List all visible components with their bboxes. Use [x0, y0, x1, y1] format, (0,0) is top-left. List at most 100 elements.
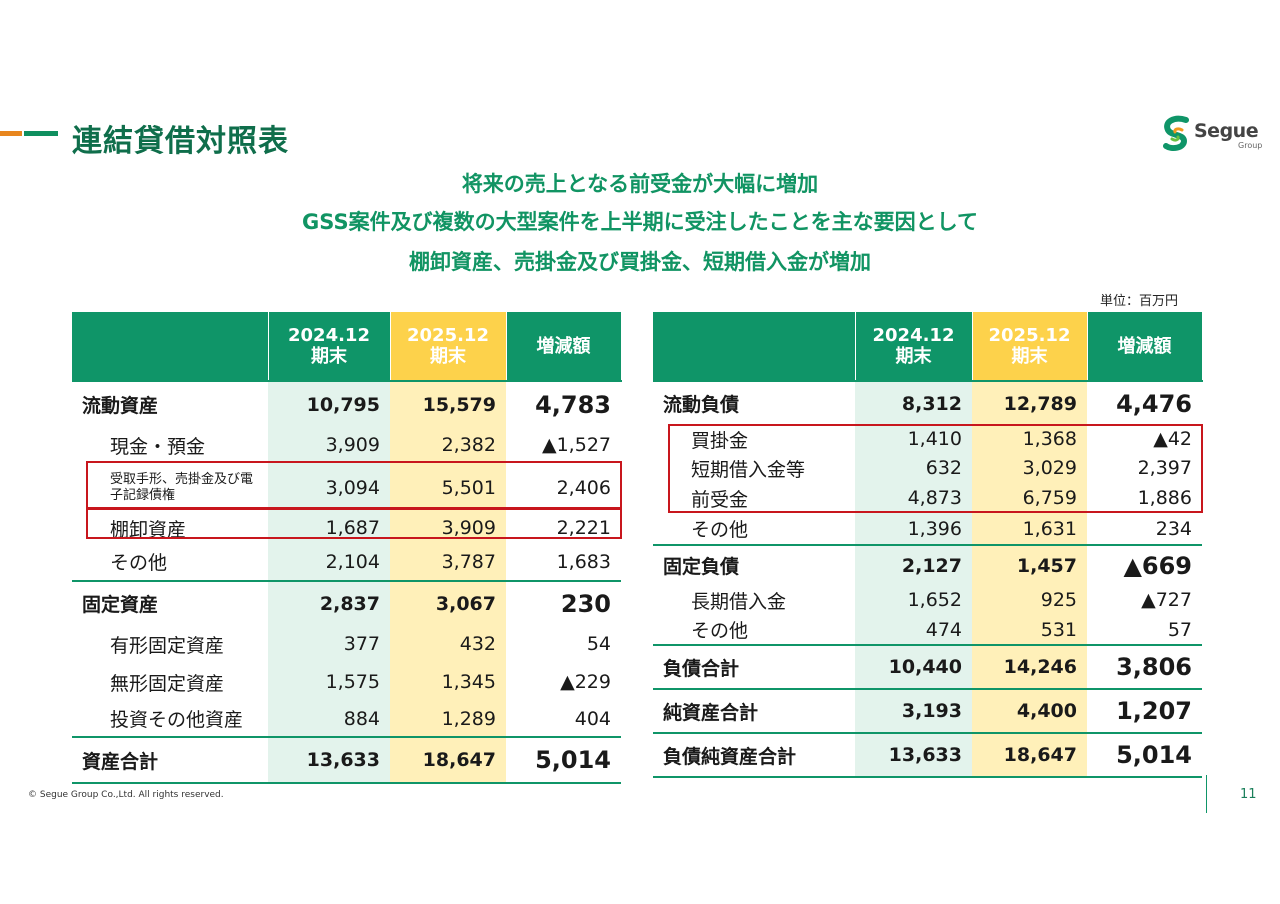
asset-row-label: 棚卸資産 — [110, 518, 187, 541]
liability-row: 純資産合計 3,193 4,400 1,207 — [653, 689, 1202, 734]
liability-row: その他 474 531 57 — [653, 615, 1202, 646]
asset-value-2025: 2,382 — [390, 427, 506, 463]
liability-value-2025: 6,759 — [972, 483, 1087, 513]
liability-value-2024: 2,127 — [855, 545, 972, 585]
headline-3: 棚卸資産、売掛金及び買掛金、短期借入金が増加 — [409, 250, 871, 274]
asset-row-label: 現金・預金 — [110, 435, 206, 458]
page-title: 連結貸借対照表 — [72, 124, 289, 159]
asset-row: 有形固定資産 377 432 54 — [72, 625, 621, 663]
assets-header-2025: 2025.12 期末 — [390, 312, 507, 381]
asset-row-label: 固定資産 — [82, 594, 159, 616]
liability-row: 負債合計 10,440 14,246 3,806 — [653, 645, 1202, 690]
title-accent-green — [24, 131, 58, 136]
liabilities-header-row: 2024.12 期末 2025.12 期末 増減額 — [653, 312, 1203, 381]
liability-value-change: 1,207 — [1087, 689, 1202, 734]
asset-value-2025: 3,067 — [390, 581, 506, 625]
headline-2: GSS案件及び複数の大型案件を上半期に受注したことを主な要因として — [302, 210, 978, 234]
liability-value-2025: 1,631 — [972, 513, 1087, 546]
liability-value-2024: 1,396 — [855, 513, 972, 546]
liability-value-2025: 531 — [972, 615, 1087, 646]
liability-value-change: ▲727 — [1141, 589, 1192, 611]
liability-row-label: その他 — [653, 513, 855, 546]
liability-value-2025: 4,400 — [972, 689, 1087, 734]
asset-row-label: 受取手形、売掛金及び電子記録債権 — [110, 472, 254, 503]
liabilities-header-2025: 2025.12 期末 — [972, 312, 1088, 381]
liability-row: 買掛金 1,410 1,368 ▲42 — [653, 425, 1202, 453]
liability-value-2024: 474 — [855, 615, 972, 646]
assets-table: 2024.12 期末 2025.12 期末 増減額 流動資産 10,795 15,579… — [72, 312, 622, 784]
asset-row: 受取手形、売掛金及び電子記録債権 3,094 5,501 2,406 — [72, 463, 621, 513]
asset-value-2024: 10,795 — [268, 380, 390, 427]
liability-value-2024: 3,193 — [855, 689, 972, 734]
liabilities-table: 2024.12 期末 2025.12 期末 増減額 流動負債 8,312 12,789 4… — [653, 312, 1203, 778]
assets-header-label — [72, 312, 269, 381]
liability-value-2025: 14,246 — [972, 645, 1087, 690]
logo-name: Segue — [1194, 120, 1259, 142]
liabilities-header-delta: 増減額 — [1087, 312, 1203, 381]
liability-row: 固定負債 2,127 1,457 ▲669 — [653, 545, 1202, 585]
page-number-divider — [1206, 775, 1207, 813]
liability-value-2024: 632 — [855, 453, 972, 483]
asset-value-2025: 18,647 — [390, 737, 506, 784]
asset-value-change: 5,014 — [506, 737, 621, 784]
liability-value-change: 1,886 — [1137, 487, 1192, 509]
asset-value-2025: 1,289 — [390, 701, 506, 738]
unit-label: 単位：百万円 — [1100, 294, 1179, 309]
headline-1: 将来の売上となる前受金が大幅に増加 — [461, 172, 819, 196]
asset-row-label: 資産合計 — [72, 737, 268, 784]
asset-row: 資産合計 13,633 18,647 5,014 — [72, 737, 621, 784]
asset-row-label: 無形固定資産 — [110, 672, 225, 695]
asset-row: 現金・預金 3,909 2,382 ▲1,527 — [72, 427, 621, 463]
liability-value-2025: 3,029 — [972, 453, 1087, 483]
liability-row: 短期借入金等 632 3,029 2,397 — [653, 453, 1202, 483]
asset-row-label: 投資その他資産 — [72, 701, 268, 738]
liability-row: 流動負債 8,312 12,789 4,476 — [653, 380, 1202, 425]
segue-logo: Segue Group — [1160, 114, 1270, 158]
assets-header-row: 2024.12 期末 2025.12 期末 増減額 — [72, 312, 622, 381]
asset-value-change: 4,783 — [506, 380, 621, 427]
liability-row-label: 短期借入金等 — [691, 458, 806, 481]
liability-row-label: 負債合計 — [653, 645, 855, 690]
liability-value-change: 4,476 — [1087, 380, 1202, 425]
liability-row: 前受金 4,873 6,759 1,886 — [653, 483, 1202, 513]
logo-sub: Group — [1238, 141, 1263, 150]
title-accent-orange — [0, 131, 22, 136]
highlight-current-liabilities — [668, 424, 1203, 513]
page-number: 11 — [1240, 787, 1257, 802]
asset-value-change: 2,221 — [556, 517, 611, 539]
asset-value-change: ▲229 — [560, 671, 611, 693]
assets-header-delta: 増減額 — [506, 312, 622, 381]
asset-value-2024: 3,909 — [268, 427, 390, 463]
asset-value-change: 230 — [560, 589, 611, 618]
liability-value-2024: 8,312 — [855, 380, 972, 425]
asset-value-2024: 884 — [268, 701, 390, 738]
asset-value-change: 404 — [506, 701, 621, 738]
liability-value-change: 234 — [1087, 513, 1202, 546]
asset-row-label: 流動資産 — [72, 380, 268, 427]
liability-value-change: 2,397 — [1137, 457, 1192, 479]
asset-value-2024: 3,094 — [268, 463, 390, 513]
asset-row: 固定資産 2,837 3,067 230 — [72, 581, 621, 625]
liability-row: その他 1,396 1,631 234 — [653, 513, 1202, 546]
liability-value-2024: 1,410 — [855, 425, 972, 453]
asset-value-change: 2,406 — [556, 477, 611, 499]
liability-row-label: 買掛金 — [691, 429, 749, 452]
asset-row-label: 有形固定資産 — [110, 634, 225, 657]
liability-value-2025: 18,647 — [972, 733, 1087, 778]
asset-value-change: 54 — [586, 633, 611, 655]
highlight-inventory — [86, 508, 622, 539]
liability-row-label: 純資産合計 — [653, 689, 855, 734]
liability-row: 負債純資産合計 13,633 18,647 5,014 — [653, 733, 1202, 778]
liability-value-2025: 12,789 — [972, 380, 1087, 425]
segue-swirl-logo-icon — [1163, 115, 1189, 152]
liability-value-2024: 4,873 — [855, 483, 972, 513]
liability-row-label: 長期借入金 — [691, 590, 787, 613]
liability-value-change: ▲669 — [1123, 551, 1192, 580]
liability-value-change: 5,014 — [1087, 733, 1202, 778]
liability-row-label: 流動負債 — [653, 380, 855, 425]
asset-value-2025: 1,345 — [390, 663, 506, 701]
liability-value-2025: 925 — [972, 585, 1087, 615]
asset-value-2024: 2,104 — [268, 543, 390, 582]
assets-header-2024: 2024.12 期末 — [268, 312, 391, 381]
asset-value-2024: 13,633 — [268, 737, 390, 784]
